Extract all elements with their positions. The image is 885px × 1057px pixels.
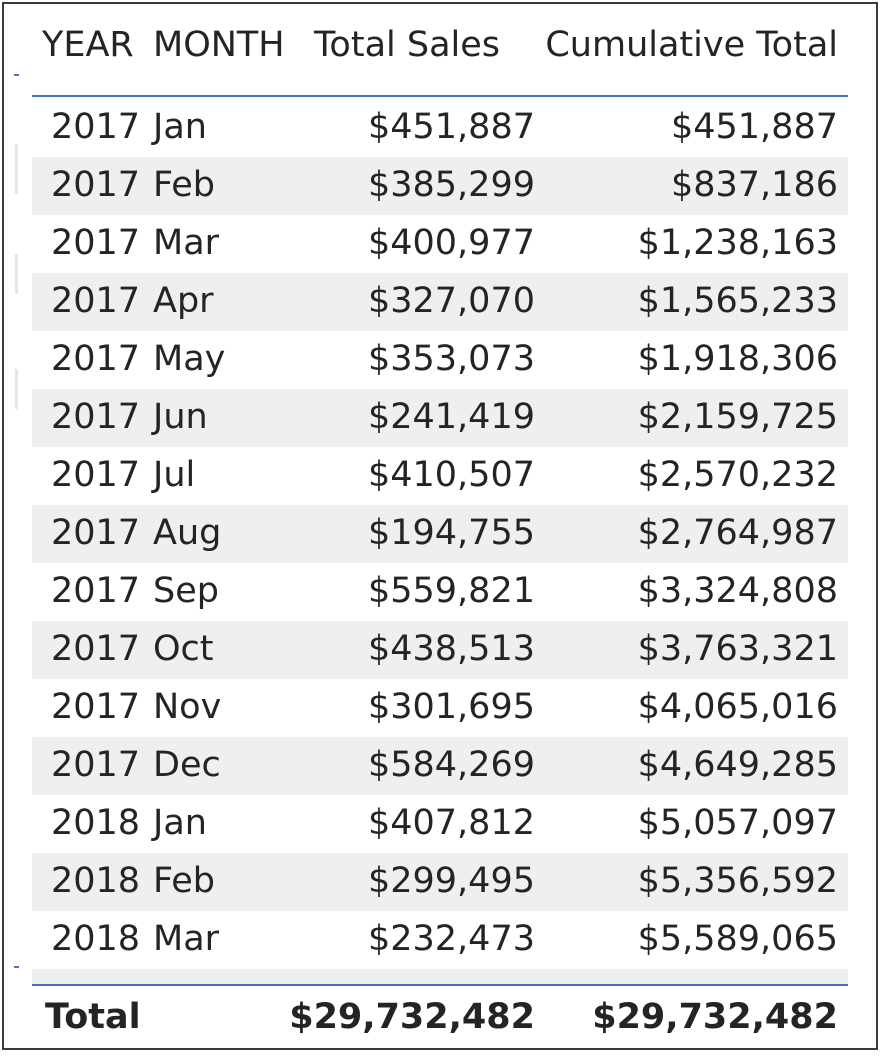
column-header-total-sales[interactable]: Total Sales bbox=[314, 25, 501, 65]
cell-year: 2017 bbox=[51, 687, 141, 727]
table-row[interactable]: 2017 Nov $301,695 $4,065,016 bbox=[32, 679, 848, 737]
table-row[interactable]: 2017 Oct $438,513 $3,763,321 bbox=[32, 621, 848, 679]
column-header-month[interactable]: MONTH bbox=[153, 25, 285, 65]
cell-total-sales: $438,513 bbox=[367, 629, 535, 669]
cell-cumulative-total: $2,570,232 bbox=[637, 455, 838, 495]
table-row[interactable]: 2018 Jan $407,812 $5,057,097 bbox=[32, 795, 848, 853]
cell-year: 2017 bbox=[51, 281, 141, 321]
cell-total-sales: $194,755 bbox=[367, 513, 535, 553]
cell-year: 2017 bbox=[51, 223, 141, 263]
cell-year: 2017 bbox=[51, 513, 141, 553]
cell-year: 2017 bbox=[51, 397, 141, 437]
cell-year: 2017 bbox=[51, 745, 141, 785]
cell-total-sales: $299,495 bbox=[367, 861, 535, 901]
cell-total-sales: $400,977 bbox=[367, 223, 535, 263]
cell-month: Mar bbox=[153, 223, 220, 263]
cell-cumulative-total: $3,763,321 bbox=[637, 629, 838, 669]
cell-month: Nov bbox=[153, 687, 222, 727]
cell-year: 2017 bbox=[51, 571, 141, 611]
scroll-track-segment bbox=[15, 144, 18, 194]
table-row[interactable]: 2017 May $353,073 $1,918,306 bbox=[32, 331, 848, 389]
cell-total-sales: $241,419 bbox=[367, 397, 535, 437]
cell-month: Dec bbox=[153, 745, 221, 785]
cell-cumulative-total: $837,186 bbox=[670, 165, 838, 205]
cell-month: Jan bbox=[153, 803, 207, 843]
cell-cumulative-total: $5,057,097 bbox=[637, 803, 838, 843]
cell-month: May bbox=[153, 339, 226, 379]
total-label: Total bbox=[45, 997, 141, 1037]
focus-mark-bottom bbox=[14, 966, 19, 968]
cell-cumulative-total: $1,238,163 bbox=[637, 223, 838, 263]
cell-cumulative-total: $5,589,065 bbox=[637, 919, 838, 959]
cell-cumulative-total: $2,159,725 bbox=[637, 397, 838, 437]
cell-year: 2018 bbox=[51, 861, 141, 901]
cell-month: Feb bbox=[153, 861, 215, 901]
cell-month: Jun bbox=[153, 397, 208, 437]
table-body[interactable]: 2017 Jan $451,887 $451,887 2017 Feb $385,299 $8… bbox=[32, 99, 848, 984]
table-row[interactable]: 2017 Jul $410,507 $2,570,232 bbox=[32, 447, 848, 505]
column-header-cumulative-total[interactable]: Cumulative Total bbox=[545, 25, 838, 65]
header-divider bbox=[32, 95, 848, 97]
cell-cumulative-total: $451,887 bbox=[670, 107, 838, 147]
cell-month: Oct bbox=[153, 629, 214, 669]
table-row[interactable]: 2017 Jan $451,887 $451,887 bbox=[32, 99, 848, 157]
cell-total-sales: $353,073 bbox=[367, 339, 535, 379]
cell-year: 2017 bbox=[51, 165, 141, 205]
table-row[interactable]: 2017 Aug $194,755 $2,764,987 bbox=[32, 505, 848, 563]
cell-total-sales: $410,507 bbox=[367, 455, 535, 495]
cell-total-sales: $385,299 bbox=[367, 165, 535, 205]
table-row[interactable]: 2017 Mar $400,977 $1,238,163 bbox=[32, 215, 848, 273]
table-row[interactable]: 2018 Mar $232,473 $5,589,065 bbox=[32, 911, 848, 969]
cell-month: Aug bbox=[153, 513, 222, 553]
scroll-track-segment bbox=[15, 254, 18, 294]
total-divider bbox=[32, 984, 848, 986]
table-row[interactable]: 2017 Apr $327,070 $1,565,233 bbox=[32, 273, 848, 331]
column-header-year[interactable]: YEAR bbox=[42, 25, 134, 65]
cell-cumulative-total: $1,565,233 bbox=[637, 281, 838, 321]
cell-month: Mar bbox=[153, 919, 220, 959]
scroll-track-segment bbox=[15, 369, 18, 409]
cell-total-sales: $301,695 bbox=[367, 687, 535, 727]
total-cumulative-value: $29,732,482 bbox=[592, 997, 838, 1037]
table-row-partial[interactable] bbox=[32, 969, 848, 984]
table-row[interactable]: 2017 Dec $584,269 $4,649,285 bbox=[32, 737, 848, 795]
table-row[interactable]: 2017 Feb $385,299 $837,186 bbox=[32, 157, 848, 215]
table-row[interactable]: 2018 Feb $299,495 $5,356,592 bbox=[32, 853, 848, 911]
cell-year: 2017 bbox=[51, 339, 141, 379]
cell-total-sales: $407,812 bbox=[367, 803, 535, 843]
table-total-row: Total $29,732,482 $29,732,482 bbox=[32, 986, 848, 1048]
cell-cumulative-total: $2,764,987 bbox=[637, 513, 838, 553]
cell-cumulative-total: $5,356,592 bbox=[637, 861, 838, 901]
cell-total-sales: $451,887 bbox=[367, 107, 535, 147]
cell-year: 2017 bbox=[51, 455, 141, 495]
table-row[interactable]: 2017 Jun $241,419 $2,159,725 bbox=[32, 389, 848, 447]
cell-month: Sep bbox=[153, 571, 219, 611]
data-table: YEAR MONTH Total Sales Cumulative Total … bbox=[32, 4, 848, 1048]
cell-cumulative-total: $3,324,808 bbox=[637, 571, 838, 611]
cell-month: Feb bbox=[153, 165, 215, 205]
cell-year: 2018 bbox=[51, 919, 141, 959]
cell-total-sales: $327,070 bbox=[367, 281, 535, 321]
cell-month: Apr bbox=[153, 281, 214, 321]
cell-total-sales: $559,821 bbox=[367, 571, 535, 611]
cell-month: Jul bbox=[153, 455, 196, 495]
table-row[interactable]: 2017 Sep $559,821 $3,324,808 bbox=[32, 563, 848, 621]
cell-year: 2017 bbox=[51, 107, 141, 147]
cell-year: 2017 bbox=[51, 629, 141, 669]
cell-year: 2018 bbox=[51, 803, 141, 843]
cell-total-sales: $232,473 bbox=[367, 919, 535, 959]
cell-cumulative-total: $4,649,285 bbox=[637, 745, 838, 785]
cell-cumulative-total: $4,065,016 bbox=[637, 687, 838, 727]
table-header-row: YEAR MONTH Total Sales Cumulative Total bbox=[32, 4, 848, 96]
cell-month: Jan bbox=[153, 107, 207, 147]
cell-total-sales: $584,269 bbox=[367, 745, 535, 785]
cell-cumulative-total: $1,918,306 bbox=[637, 339, 838, 379]
focus-mark-top bbox=[14, 74, 19, 76]
total-sales-value: $29,732,482 bbox=[289, 997, 535, 1037]
